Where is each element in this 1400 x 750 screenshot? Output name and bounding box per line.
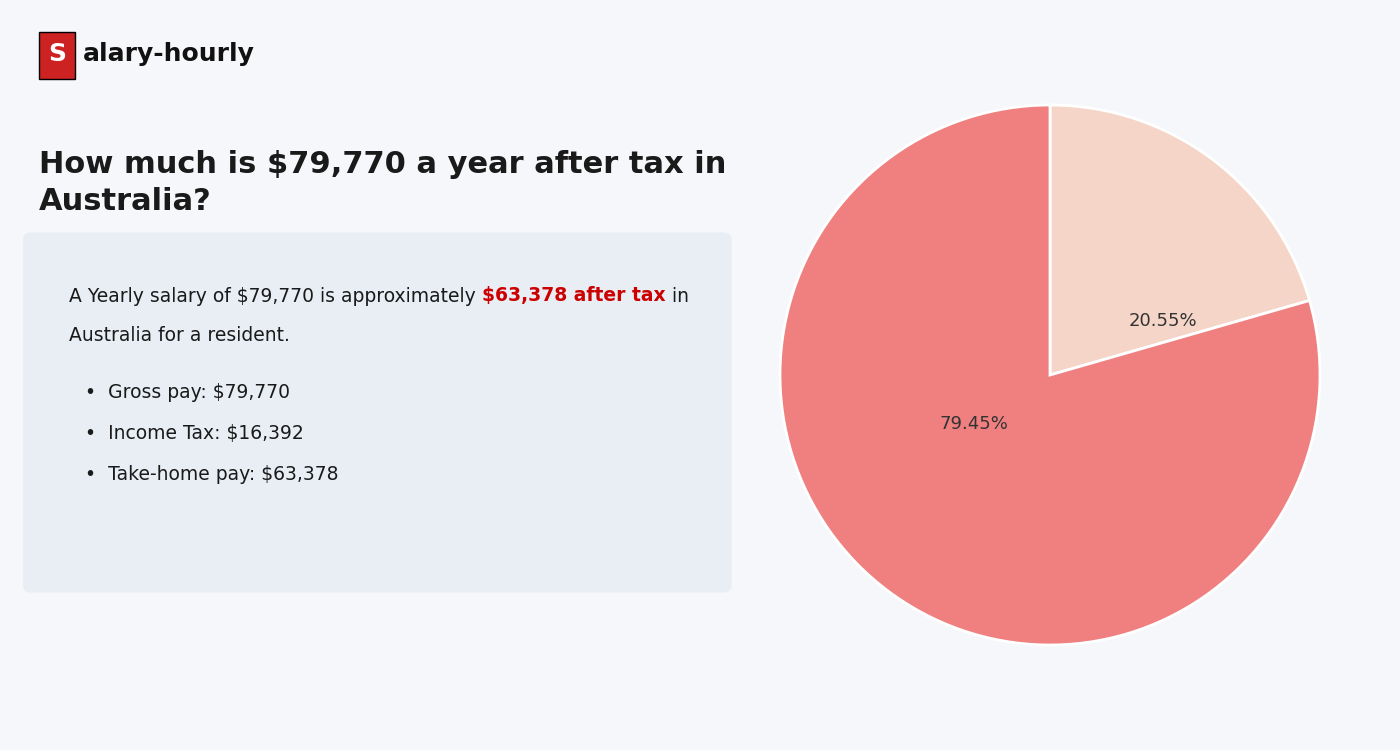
FancyBboxPatch shape [22, 232, 732, 592]
Text: in: in [665, 286, 689, 305]
Text: •  Take-home pay: $63,378: • Take-home pay: $63,378 [85, 465, 339, 484]
Wedge shape [1050, 105, 1309, 375]
Text: How much is $79,770 a year after tax in
Australia?: How much is $79,770 a year after tax in … [39, 150, 725, 216]
Wedge shape [780, 105, 1320, 645]
Text: A Yearly salary of $79,770 is approximately: A Yearly salary of $79,770 is approximat… [70, 286, 482, 305]
Text: Australia for a resident.: Australia for a resident. [70, 326, 290, 345]
Text: alary-hourly: alary-hourly [83, 42, 255, 66]
Text: 20.55%: 20.55% [1128, 312, 1198, 330]
Text: 79.45%: 79.45% [939, 415, 1009, 433]
Text: •  Income Tax: $16,392: • Income Tax: $16,392 [85, 424, 304, 442]
Text: •  Gross pay: $79,770: • Gross pay: $79,770 [85, 382, 290, 401]
FancyBboxPatch shape [39, 32, 76, 79]
Text: S: S [48, 42, 66, 66]
Text: $63,378 after tax: $63,378 after tax [482, 286, 665, 305]
